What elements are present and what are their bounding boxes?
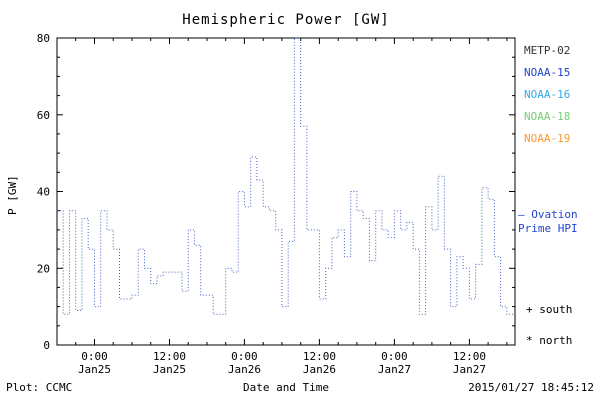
svg-text:12:00: 12:00 xyxy=(303,350,336,363)
plot-axes xyxy=(56,37,516,346)
svg-text:20: 20 xyxy=(37,262,50,275)
hpi-step-line xyxy=(57,37,515,315)
svg-text:40: 40 xyxy=(37,186,50,199)
legend-south-marker: + south xyxy=(526,303,573,316)
svg-text:0:00: 0:00 xyxy=(381,350,408,363)
svg-text:Jan26: Jan26 xyxy=(228,363,261,376)
plot-timestamp: 2015/01/27 18:45:12 xyxy=(468,381,594,394)
legend-ovation-line1: – Ovation xyxy=(518,208,578,221)
axis-tick-labels: 0204060800:00Jan2512:00Jan250:00Jan2612:… xyxy=(37,32,486,376)
svg-text:12:00: 12:00 xyxy=(153,350,186,363)
legend-item-noaa15: NOAA-15 xyxy=(524,66,571,79)
svg-text:Jan27: Jan27 xyxy=(453,363,486,376)
svg-text:Jan25: Jan25 xyxy=(153,363,186,376)
svg-text:60: 60 xyxy=(37,109,50,122)
svg-text:0:00: 0:00 xyxy=(231,350,258,363)
svg-text:0:00: 0:00 xyxy=(81,350,108,363)
svg-text:Jan26: Jan26 xyxy=(303,363,336,376)
svg-text:12:00: 12:00 xyxy=(453,350,486,363)
page-title: Hemispheric Power [GW] xyxy=(182,12,390,28)
legend-ovation-line2: Prime HPI xyxy=(518,222,578,235)
svg-text:0: 0 xyxy=(43,339,50,352)
plot-frame xyxy=(56,37,516,346)
legend-ovation-prime-hpi: – Ovation Prime HPI xyxy=(518,208,578,236)
svg-text:80: 80 xyxy=(37,32,50,45)
legend-item-noaa18: NOAA-18 xyxy=(524,110,571,123)
x-axis-label: Date and Time xyxy=(242,381,330,394)
satellite-legend: METP-02 NOAA-15 NOAA-16 NOAA-18 NOAA-19 xyxy=(524,44,598,154)
legend-item-noaa19: NOAA-19 xyxy=(524,132,571,145)
svg-text:Jan27: Jan27 xyxy=(378,363,411,376)
svg-text:Jan25: Jan25 xyxy=(78,363,111,376)
legend-north-marker: * north xyxy=(526,334,573,347)
legend-item-metp02: METP-02 xyxy=(524,44,571,57)
plot-credit: Plot: CCMC xyxy=(6,381,73,394)
legend-item-noaa16: NOAA-16 xyxy=(524,88,571,101)
